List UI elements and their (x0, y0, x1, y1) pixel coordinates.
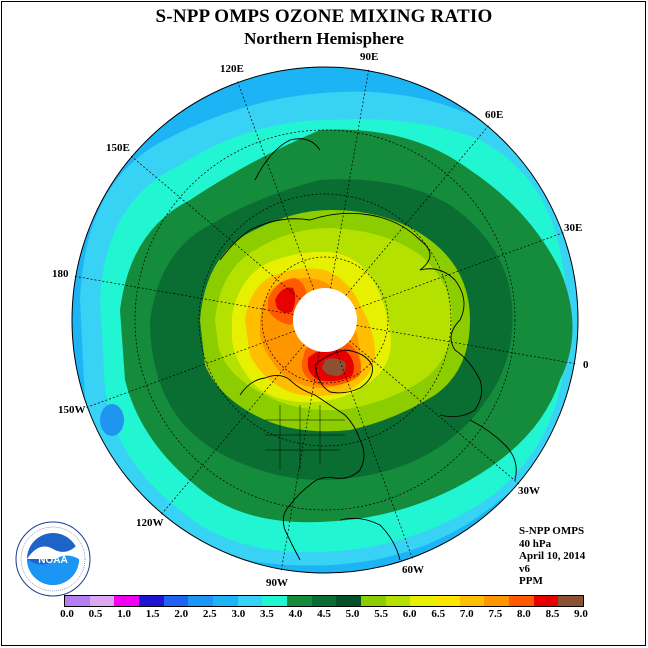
color-bar-tick-label: 2.5 (202, 608, 217, 620)
color-bar-segment (385, 596, 411, 606)
color-bar-tick-label: 7.5 (488, 608, 503, 620)
color-bar-tick-label: 9.0 (574, 608, 588, 620)
color-bar-tick-label: 0.0 (60, 608, 74, 620)
lon-label-60e: 60E (485, 109, 504, 121)
color-bar-segment (558, 596, 584, 606)
color-bar-segment (311, 596, 337, 606)
lon-label-90w: 90W (266, 577, 288, 589)
version-label: v6 (519, 562, 530, 575)
field-band-8-5 (275, 287, 354, 382)
color-bar-segment (237, 596, 263, 606)
color-bar-ticks: 0.0 0.5 1.0 1.5 2.0 2.5 3.0 3.5 4.0 4.5 5.0 5.5 6.0 6… (0, 608, 648, 624)
color-bar-segment (336, 596, 362, 606)
lon-label-60w: 60W (402, 564, 424, 576)
color-bar-segment (509, 596, 534, 606)
units-label: PPM (519, 575, 543, 587)
asia-coast (219, 138, 431, 271)
latitude-circle-60n (198, 193, 452, 447)
map-border (71, 66, 579, 574)
meridian-0 (324, 319, 578, 365)
color-bar-tick-label: 8.5 (545, 608, 560, 620)
color-bar-segment (65, 596, 90, 606)
meridian-150w (84, 319, 326, 409)
lon-label-150w: 150W (58, 404, 86, 416)
europe-coast (419, 268, 483, 418)
color-bar-tick-label: 3.5 (260, 608, 274, 620)
us-grid (265, 405, 345, 470)
color-bar-segment (262, 596, 288, 606)
color-bar-segment (533, 596, 559, 606)
color-bar-segment (213, 596, 238, 606)
color-bar-segment (287, 596, 312, 606)
color-bar-tick-label: 7.0 (459, 608, 474, 620)
color-bar-tick-label: 4.0 (288, 608, 303, 620)
color-bar-tick-label: 1.5 (145, 608, 160, 620)
south-america-coast (339, 517, 401, 561)
meridian-90e (324, 67, 370, 321)
color-bar-tick-label: 3.0 (231, 608, 246, 620)
color-bar-tick-label: 6.0 (402, 608, 417, 620)
color-bar-tick-label: 1.0 (117, 608, 131, 620)
pressure-level-label: 40 hPa (519, 537, 552, 550)
lon-label-120e: 120E (220, 63, 244, 75)
color-bar-tick-label: 4.5 (317, 608, 331, 620)
instrument-label: S-NPP OMPS (519, 525, 585, 537)
color-bar-segment (114, 596, 140, 606)
color-bar-tick-label: 5.0 (345, 608, 360, 620)
color-bar-segment (139, 596, 164, 606)
lon-label-30w: 30W (518, 485, 540, 497)
info-block: S-NPP OMPS 40 hPa April 10, 2014 v6 PPM (519, 525, 585, 588)
no-data-polar-cap (293, 288, 357, 352)
africa-coast (469, 419, 517, 481)
lon-label-150e: 150E (106, 142, 130, 154)
field-band-2-5 (100, 404, 124, 436)
meridian-120e (236, 79, 326, 321)
coastlines (219, 138, 517, 561)
north-america-coast (239, 375, 365, 561)
color-bar-segment (361, 596, 386, 606)
color-bar (64, 595, 584, 607)
meridian-120w (159, 319, 326, 517)
color-bar-tick-label: 2.0 (174, 608, 189, 620)
lon-label-0: 0 (583, 359, 589, 371)
meridian-30e (324, 231, 566, 321)
meridian-90w (280, 319, 326, 573)
color-bar-segment (410, 596, 436, 606)
greenland-coast (314, 349, 373, 394)
lon-label-120w: 120W (136, 517, 164, 529)
color-bar-segment (435, 596, 460, 606)
lon-label-90e: 90E (360, 51, 379, 63)
lon-label-30e: 30E (564, 222, 583, 234)
meridian-180 (72, 275, 326, 321)
color-bar-tick-label: 8.0 (517, 608, 531, 620)
noaa-logo-text: NOAA (38, 555, 67, 566)
latitude-circle-40n (134, 129, 516, 511)
color-bar-segment (459, 596, 485, 606)
meridian-60e (324, 123, 491, 321)
date-label: April 10, 2014 (519, 550, 586, 562)
graticule (72, 67, 578, 573)
color-bar-segment (484, 596, 510, 606)
color-bar-tick-label: 6.5 (431, 608, 446, 620)
latitude-circle-80n (261, 256, 389, 384)
color-bar-tick-label: 5.5 (374, 608, 388, 620)
field-band-9-0 (322, 358, 346, 376)
page-subtitle: Northern Hemisphere (244, 29, 404, 48)
lon-label-180: 180 (52, 268, 69, 280)
color-bar-segment (89, 596, 115, 606)
meridian-60w (324, 319, 414, 561)
color-bar-tick-label: 0.5 (88, 608, 103, 620)
noaa-logo: NOAA (15, 521, 91, 597)
page-title: S-NPP OMPS OZONE MIXING RATIO (155, 6, 493, 27)
color-bar-segment (188, 596, 214, 606)
color-bar-segment (163, 596, 189, 606)
